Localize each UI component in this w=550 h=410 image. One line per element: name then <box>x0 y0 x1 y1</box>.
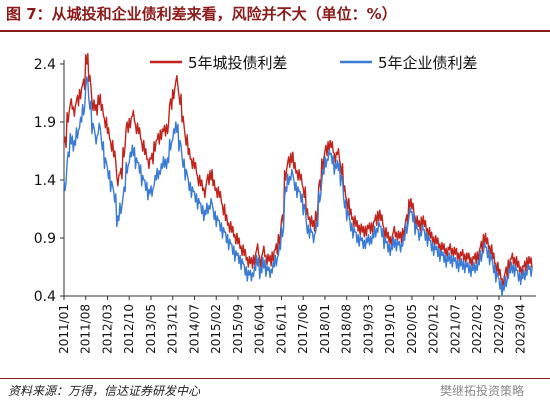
y-tick-label: 0.4 <box>34 289 56 305</box>
x-tick-label: 2022/09 <box>492 304 506 354</box>
x-tick-label: 2015/09 <box>231 304 245 354</box>
x-tick-label: 2022/02 <box>470 304 484 354</box>
series-line-chengtou <box>63 52 533 289</box>
x-tick-label: 2018/01 <box>318 304 332 354</box>
series-group <box>63 52 533 297</box>
x-tick-label: 2012/03 <box>100 304 114 354</box>
legend: 5年城投债利差 5年企业债利差 <box>150 54 478 72</box>
x-tick-label: 2020/05 <box>405 304 419 354</box>
y-tick-label: 1.9 <box>34 115 56 131</box>
line-chart: 2.41.91.40.90.4 2011/01 2011/08 2012/03 201… <box>34 52 536 354</box>
source-note: 资料来源：万得，信达证券研发中心 <box>8 384 201 398</box>
x-tick-label: 2019/03 <box>361 304 375 354</box>
x-tick-label: 2011/01 <box>57 304 71 354</box>
y-tick-label: 0.9 <box>34 231 56 247</box>
source-divider <box>0 378 550 379</box>
legend-label: 5年企业债利差 <box>378 54 478 72</box>
x-tick-label: 2019/10 <box>383 304 397 354</box>
y-tick-label: 1.4 <box>34 173 56 189</box>
legend-label: 5年城投债利差 <box>188 54 288 72</box>
x-axis: 2011/01 2011/08 2012/03 2012/10 2013/05 2013/… <box>57 295 536 354</box>
x-tick-label: 2013/12 <box>166 304 180 354</box>
x-tick-label: 2020/12 <box>427 304 441 354</box>
x-tick-label: 2018/08 <box>340 304 354 354</box>
x-tick-label: 2011/08 <box>79 304 93 354</box>
title-divider <box>0 30 550 32</box>
x-tick-label: 2017/06 <box>296 304 310 354</box>
chart-title: 图 7：从城投和企业债利差来看，风险并不大（单位：%） <box>6 5 397 23</box>
x-tick-label: 2014/07 <box>187 304 201 354</box>
x-tick-label: 2023/04 <box>514 304 528 354</box>
x-tick-label: 2016/04 <box>253 304 267 354</box>
x-tick-label: 2012/10 <box>122 304 136 354</box>
series-line-qiye <box>63 76 533 297</box>
y-tick-label: 2.4 <box>34 57 56 73</box>
x-tick-label: 2013/05 <box>144 304 158 354</box>
x-tick-label: 2016/11 <box>274 304 288 354</box>
x-tick-label: 2021/07 <box>448 304 462 354</box>
x-tick-label: 2015/02 <box>209 304 223 354</box>
y-axis: 2.4 1.9 1.4 0.9 0.4 <box>34 57 65 305</box>
watermark-logo: 樊继拓投资策略 <box>440 384 525 398</box>
